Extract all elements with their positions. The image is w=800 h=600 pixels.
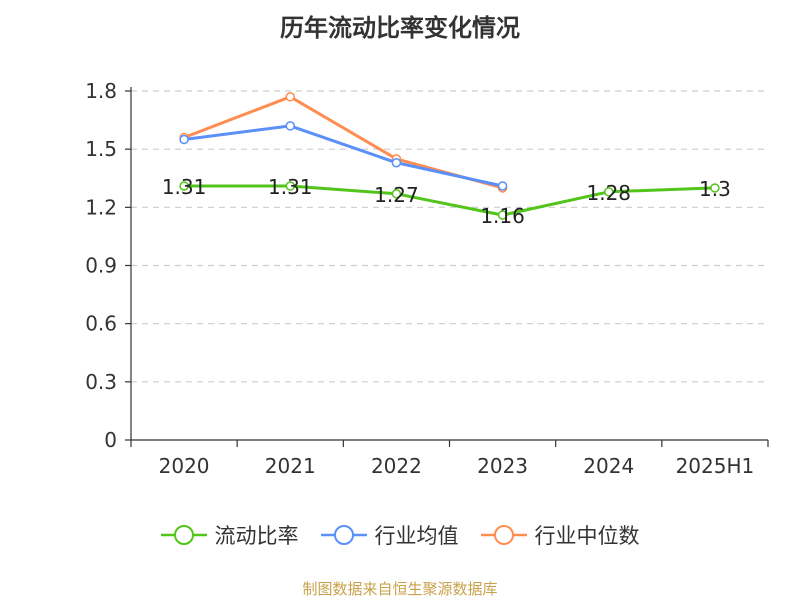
legend-item[interactable]: 流动比率 <box>160 520 299 550</box>
x-tick-label: 2022 <box>371 454 422 478</box>
data-point <box>391 189 402 199</box>
x-tick-label: 2021 <box>265 454 316 478</box>
series-line <box>183 124 503 188</box>
y-tick-label: 1.8 <box>85 79 117 103</box>
legend-swatch <box>480 525 527 545</box>
legend: 流动比率 行业均值 行业中位数 <box>0 520 800 550</box>
legend-label: 流动比率 <box>214 524 299 548</box>
x-tick-label: 2023 <box>477 454 528 478</box>
y-tick-label: 0.6 <box>85 312 117 336</box>
data-point <box>604 187 614 197</box>
data-label: 1.3 <box>699 177 731 201</box>
source-note: 制图数据来自恒生聚源数据库 <box>302 580 498 598</box>
data-point <box>179 134 189 145</box>
legend-item[interactable]: 行业中位数 <box>480 520 640 550</box>
data-point <box>285 181 295 191</box>
data-point <box>285 121 295 131</box>
series-line <box>184 184 715 217</box>
data-point <box>710 183 720 193</box>
y-tick-label: 0 <box>104 428 117 452</box>
data-label: 1.16 <box>480 204 525 228</box>
legend-swatch <box>320 525 367 545</box>
legend-label: 行业中位数 <box>534 524 640 548</box>
x-tick-label: 2020 <box>159 454 210 478</box>
chart-title: 历年流动比率变化情况 <box>280 14 520 42</box>
data-label: 1.31 <box>162 175 207 199</box>
legend-item[interactable]: 行业均值 <box>320 520 459 550</box>
legend-swatch <box>160 525 207 545</box>
y-tick-label: 1.2 <box>85 195 117 219</box>
data-point <box>179 181 189 191</box>
data-label: 1.28 <box>586 181 631 205</box>
x-tick-label: 2025H1 <box>676 454 755 478</box>
y-tick-label: 0.9 <box>85 254 117 278</box>
data-label: 1.31 <box>268 175 313 199</box>
data-point <box>497 181 508 191</box>
data-point <box>285 92 295 102</box>
y-tick-label: 1.5 <box>85 137 117 161</box>
data-point <box>497 210 508 220</box>
y-tick-label: 0.3 <box>85 370 117 394</box>
legend-label: 行业均值 <box>374 524 459 548</box>
data-label: 1.27 <box>374 183 419 207</box>
data-point <box>391 157 402 168</box>
x-tick-label: 2024 <box>583 454 634 478</box>
